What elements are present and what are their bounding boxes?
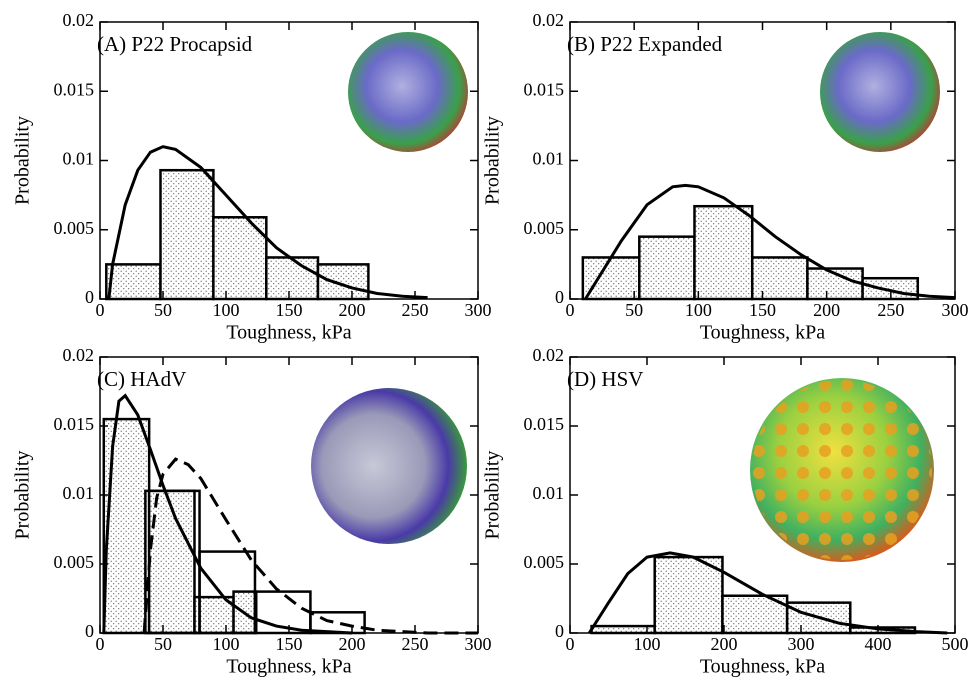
- x-tick-label: 300: [942, 300, 969, 320]
- x-tick-label: 250: [402, 300, 429, 320]
- y-tick-label: 0.01: [63, 483, 95, 503]
- x-tick-label: 0: [96, 300, 105, 320]
- y-tick-label: 0.005: [524, 218, 565, 238]
- virus-image: [348, 32, 468, 152]
- y-tick-label: 0: [85, 287, 94, 307]
- panel-title: (C) HAdV: [97, 367, 186, 391]
- y-tick-label: 0.01: [533, 149, 565, 169]
- virus-image: [820, 32, 940, 152]
- x-tick-label: 100: [634, 634, 661, 654]
- histogram-bar: [750, 256, 809, 301]
- histogram-bar: [102, 417, 151, 635]
- x-tick-label: 200: [711, 634, 738, 654]
- histogram-bar: [653, 555, 724, 635]
- x-tick-label: 500: [942, 634, 969, 654]
- y-axis-label: Probability: [482, 116, 504, 205]
- x-axis-label: Toughness, kPa: [700, 656, 825, 678]
- x-tick-label: 50: [154, 634, 172, 654]
- virus-image: [311, 388, 467, 544]
- y-tick-label: 0.005: [54, 552, 95, 572]
- x-tick-label: 0: [96, 634, 105, 654]
- fit-curve: [107, 145, 428, 300]
- panel: 0 100 200 300 400 500 0 0.005 0.01 0.015 0.02 Tough…: [482, 345, 969, 677]
- y-tick-label: 0.015: [54, 79, 95, 99]
- x-tick-label: 150: [276, 634, 303, 654]
- x-tick-label: 250: [402, 634, 429, 654]
- x-tick-label: 50: [154, 300, 172, 320]
- fit-curve: [142, 457, 478, 635]
- x-tick-label: 300: [465, 634, 492, 654]
- x-tick-label: 400: [865, 634, 892, 654]
- fit-curve: [584, 183, 956, 300]
- x-tick-label: 200: [813, 300, 840, 320]
- x-axis-label: Toughness, kPa: [226, 322, 351, 344]
- y-tick-label: 0.02: [63, 10, 95, 30]
- y-axis-label: Probability: [482, 451, 504, 540]
- y-tick-label: 0.015: [54, 414, 95, 434]
- y-tick-label: 0.015: [524, 79, 565, 99]
- histogram-bar: [159, 168, 215, 301]
- x-tick-label: 100: [685, 300, 712, 320]
- panel-title: (A) P22 Procapsid: [97, 32, 253, 56]
- x-tick-label: 50: [625, 300, 643, 320]
- x-tick-label: 0: [566, 300, 575, 320]
- histogram-bar: [316, 263, 370, 301]
- x-tick-label: 100: [213, 634, 240, 654]
- virus-images: [311, 32, 940, 562]
- x-tick-label: 100: [213, 300, 240, 320]
- x-axis-label: Toughness, kPa: [226, 656, 351, 678]
- x-tick-label: 300: [465, 300, 492, 320]
- panel: 0 50 100 150 200 250 300 0 0.005 0.01 0.015 0.02 Tou…: [12, 10, 492, 343]
- y-tick-label: 0: [85, 621, 94, 641]
- panel: 0 50 100 150 200 250 300 0 0.005 0.01 0.015 0.02 Tou…: [12, 345, 492, 677]
- x-tick-label: 300: [788, 634, 815, 654]
- histogram-bar: [693, 204, 754, 301]
- y-tick-label: 0.01: [63, 149, 95, 169]
- panel-title: (B) P22 Expanded: [567, 32, 723, 56]
- virus-image: [752, 380, 932, 560]
- histogram-bar: [638, 235, 696, 301]
- x-tick-label: 200: [339, 300, 366, 320]
- histogram-bar: [785, 601, 852, 635]
- histogram-bar: [581, 256, 641, 301]
- y-tick-label: 0.02: [63, 345, 95, 365]
- x-axis-label: Toughness, kPa: [700, 322, 825, 344]
- x-tick-label: 0: [566, 634, 575, 654]
- y-tick-label: 0.01: [533, 483, 565, 503]
- x-tick-label: 200: [339, 634, 366, 654]
- y-tick-label: 0: [555, 287, 564, 307]
- x-tick-label: 150: [276, 300, 303, 320]
- y-tick-label: 0.015: [524, 414, 565, 434]
- panel-title: (D) HSV: [567, 367, 643, 391]
- y-tick-label: 0.02: [533, 10, 565, 30]
- x-tick-label: 150: [749, 300, 776, 320]
- y-axis-label: Probability: [12, 451, 34, 540]
- panel: 0 50 100 150 200 250 300 0 0.005 0.01 0.015 0.02 Tou…: [482, 10, 969, 343]
- histogram-bar: [590, 624, 656, 635]
- x-tick-label: 250: [877, 300, 904, 320]
- y-tick-label: 0.005: [54, 218, 95, 238]
- histogram-bar: [105, 263, 162, 301]
- y-tick-label: 0.02: [533, 345, 565, 365]
- y-tick-label: 0: [555, 621, 564, 641]
- y-tick-label: 0.005: [524, 552, 565, 572]
- histogram-bar: [265, 256, 320, 301]
- y-axis-label: Probability: [12, 116, 34, 205]
